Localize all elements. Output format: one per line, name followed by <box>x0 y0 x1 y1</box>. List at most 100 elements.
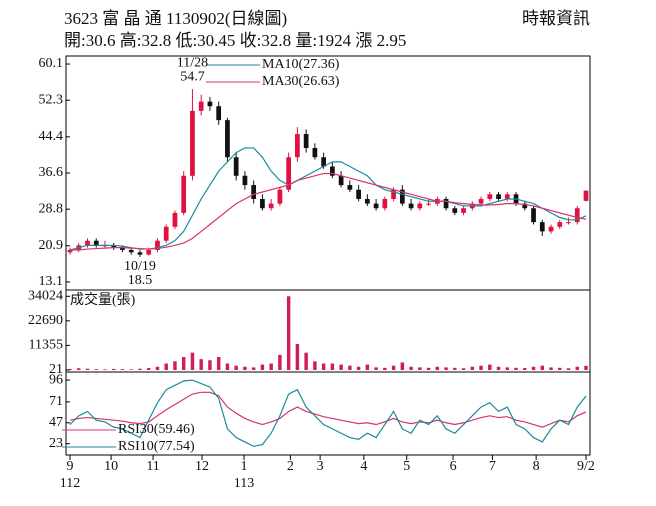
volume-bar <box>330 363 335 370</box>
source: 時報資訊 <box>522 9 590 28</box>
volume-bar <box>558 367 562 370</box>
candle-body <box>426 203 431 205</box>
candle-body <box>120 247 125 250</box>
volume-bar <box>418 367 422 370</box>
volume-bar <box>348 365 352 370</box>
candle-body <box>233 157 239 176</box>
legend-label: RSI10(77.54) <box>118 439 195 454</box>
volume-bar <box>216 357 221 370</box>
volume-bar <box>409 366 413 370</box>
volume-bar <box>356 366 361 370</box>
legend-label: 成交量(張) <box>70 291 136 308</box>
volume-bar <box>575 366 579 370</box>
year-label: 113 <box>234 476 254 491</box>
candle-body <box>146 249 152 255</box>
volume-bar <box>181 357 186 370</box>
candle-body <box>522 203 528 209</box>
volume-bar <box>374 367 378 370</box>
candle-body <box>417 203 423 209</box>
frame <box>65 55 591 456</box>
y-tick-label: 20.9 <box>39 238 64 253</box>
candle-body <box>443 198 449 209</box>
volume-bar <box>461 368 466 370</box>
candle-body <box>478 198 484 204</box>
volume-bar <box>269 363 273 370</box>
y-tick-label: 36.6 <box>39 165 64 180</box>
x-tick-label: 4 <box>360 459 367 474</box>
volume-bar <box>339 364 343 370</box>
candle-body <box>364 198 370 204</box>
volume-bar <box>164 363 168 370</box>
candle-body <box>190 110 195 176</box>
volume-bar <box>496 366 501 370</box>
candle-body <box>225 120 230 158</box>
candle-body <box>452 208 458 213</box>
volume-bar <box>435 366 440 370</box>
annotation-label: 10/19 <box>124 259 156 274</box>
volume-bar <box>313 361 317 370</box>
volume-bar <box>77 368 81 370</box>
legend-label: RSI30(59.46) <box>118 422 195 437</box>
volume-bar <box>488 364 492 370</box>
candle-body <box>242 175 248 186</box>
y-tick-label: 47 <box>49 415 63 430</box>
y-tick-label: 28.8 <box>39 201 64 216</box>
volume-bar <box>584 365 588 370</box>
candle-body <box>382 198 388 209</box>
candle-body <box>347 185 353 190</box>
volume-bar <box>146 368 151 370</box>
candle-body <box>330 166 335 176</box>
volume-bar <box>531 366 536 370</box>
volume-bar <box>505 367 510 370</box>
volume-bar <box>234 365 238 370</box>
candle-body <box>181 175 187 213</box>
candle-body <box>338 175 344 186</box>
x-tick-label: 9/2 <box>577 459 595 474</box>
candle-body <box>260 198 265 209</box>
volume-bar <box>199 359 203 370</box>
volume-bar <box>523 368 527 370</box>
ma-line <box>69 147 587 251</box>
x-tick-label: 5 <box>403 459 410 474</box>
candle-body <box>557 222 563 227</box>
volume-bar <box>68 368 72 370</box>
volume-bar <box>103 369 107 370</box>
legend-label: MA10(27.36) <box>262 57 340 72</box>
volume-bar <box>138 368 142 370</box>
volume-bar <box>251 367 256 370</box>
volume-bar <box>295 344 300 370</box>
candle-body <box>531 208 536 223</box>
x-tick-label: 2 <box>287 459 294 474</box>
candle-body <box>496 194 501 199</box>
volume-bar <box>391 365 396 370</box>
ma-line <box>70 172 587 251</box>
volume-bar <box>444 367 448 370</box>
volume-bar <box>566 368 571 370</box>
candle-body <box>356 189 361 199</box>
volume-bar <box>383 367 387 370</box>
volume-bar <box>426 367 431 370</box>
candle-body <box>373 203 379 209</box>
candle-body <box>111 245 117 248</box>
x-tick-label: 3 <box>317 459 324 474</box>
volume-bar <box>155 366 160 370</box>
y-tick-label: 60.1 <box>39 56 64 71</box>
volume-bar <box>549 367 553 370</box>
candle-body <box>461 208 466 213</box>
y-tick-label: 34024 <box>28 289 63 304</box>
volume-bar <box>453 367 457 370</box>
candle-body <box>487 194 493 199</box>
volume-bar <box>286 296 291 370</box>
x-tick-label: 8 <box>533 459 540 474</box>
y-tick-label: 21 <box>49 362 63 377</box>
candle-body <box>137 252 143 255</box>
quote: 開:30.6 高:32.8 低:30.45 收:32.8 量:1924 漲 2.… <box>64 31 406 50</box>
volume-bar <box>365 364 370 370</box>
candle-body <box>583 190 589 201</box>
x-tick-label: 9 <box>67 459 74 474</box>
x-tick-label: 11 <box>146 459 159 474</box>
x-tick-label: 7 <box>489 459 496 474</box>
candle-body <box>321 157 326 167</box>
x-tick-label: 6 <box>450 459 457 474</box>
candle-body <box>216 106 222 121</box>
